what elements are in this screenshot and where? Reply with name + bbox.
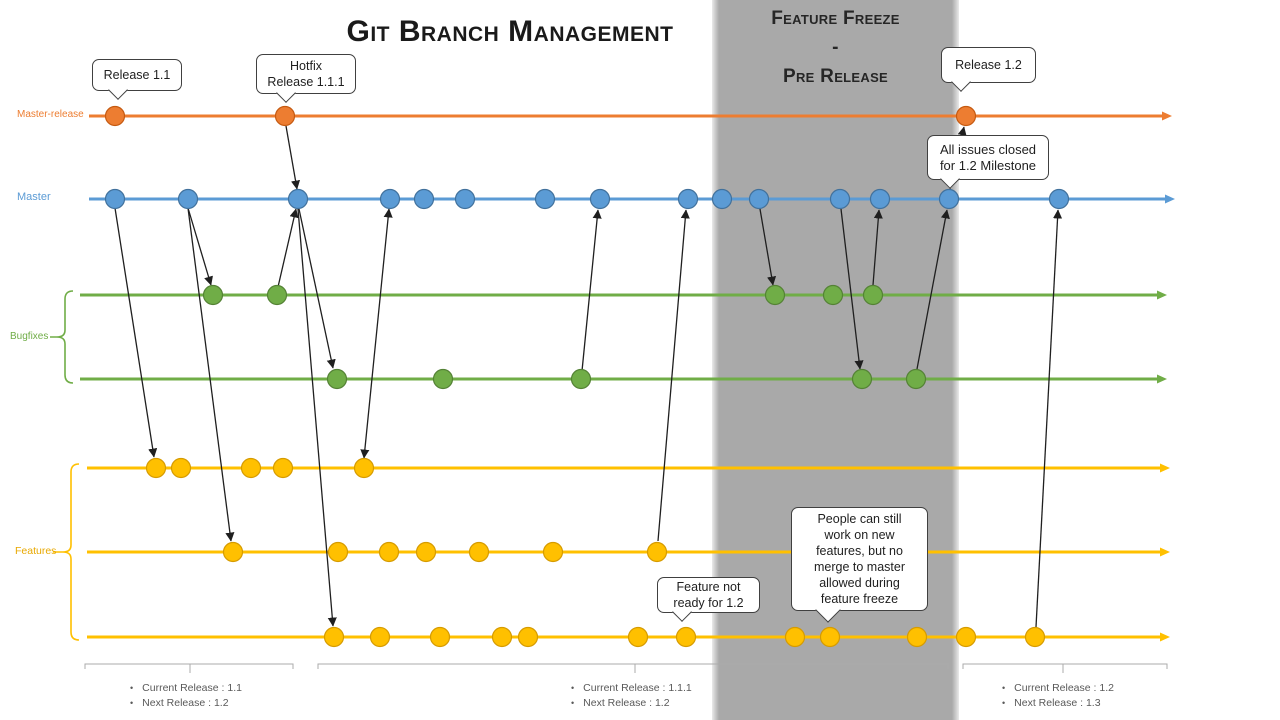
merge-arrow-12 (840, 208, 864, 370)
branch-line-layer (80, 111, 1175, 642)
commit-dot-master (534, 188, 556, 210)
commit-dot-master (287, 188, 309, 210)
commit-dot-master (1048, 188, 1070, 210)
commit-dot-feature-1 (272, 457, 294, 479)
commit-dot-bugfix-2 (570, 368, 592, 390)
branch-arrowhead-feature-2 (1160, 547, 1170, 557)
commit-dot-feature-1 (240, 457, 262, 479)
merge-arrow-layer (114, 125, 1063, 628)
commit-dot-master (454, 188, 476, 210)
commit-dot-feature-3 (1024, 626, 1046, 648)
commit-dot-layer (104, 105, 1070, 648)
commit-dot-master-release (274, 105, 296, 127)
merge-arrow-14 (916, 209, 950, 370)
merge-arrow-13 (872, 209, 883, 286)
commit-dot-feature-3 (429, 626, 451, 648)
merge-arrow-10 (657, 209, 690, 542)
commit-dot-feature-2 (646, 541, 668, 563)
commit-dot-bugfix-2 (326, 368, 348, 390)
merge-arrow-1 (114, 207, 158, 458)
commit-dot-bugfix-1 (862, 284, 884, 306)
branch-arrowhead-feature-1 (1160, 463, 1170, 473)
merge-arrow-7 (297, 208, 337, 627)
commit-dot-feature-3 (819, 626, 841, 648)
commit-dot-feature-3 (627, 626, 649, 648)
period-bracket-period-2 (317, 663, 949, 673)
commit-dot-bugfix-1 (822, 284, 844, 306)
freeze-heading-line3: Pre Release (782, 66, 889, 87)
commit-dot-feature-3 (955, 626, 977, 648)
branch-arrowhead-bugfix-1 (1157, 290, 1167, 300)
commit-dot-master (829, 188, 851, 210)
merge-arrow-2 (187, 207, 213, 286)
merge-arrow-3 (187, 207, 235, 542)
branch-arrowhead-master (1165, 194, 1175, 204)
merge-arrow-8 (360, 208, 393, 459)
commit-dot-feature-2 (378, 541, 400, 563)
group-brace-bugfixes (50, 290, 74, 384)
branch-arrowhead-master-release (1162, 111, 1172, 121)
bracket-layer (50, 290, 1168, 673)
commit-dot-bugfix-2 (432, 368, 454, 390)
commit-dot-feature-1 (353, 457, 375, 479)
commit-dot-feature-1 (170, 457, 192, 479)
commit-dot-bugfix-1 (266, 284, 288, 306)
commit-dot-feature-2 (222, 541, 244, 563)
commit-dot-feature-3 (906, 626, 928, 648)
commit-dot-feature-3 (491, 626, 513, 648)
commit-dot-feature-2 (415, 541, 437, 563)
commit-dot-master (413, 188, 435, 210)
freeze-zone-heading: Feature Freeze - Pre Release (712, 4, 959, 91)
commit-dot-feature-3 (784, 626, 806, 648)
commit-dot-master (938, 188, 960, 210)
merge-arrow-16 (1035, 209, 1063, 628)
group-brace-features (53, 463, 80, 641)
period-bracket-period-3 (962, 663, 1168, 673)
branch-arrowhead-bugfix-2 (1157, 374, 1167, 384)
commit-dot-bugfix-2 (905, 368, 927, 390)
commit-dot-master (711, 188, 733, 210)
freeze-heading-line2: - (832, 37, 839, 58)
commit-dot-master (869, 188, 891, 210)
commit-dot-bugfix-1 (764, 284, 786, 306)
commit-dot-master-release (955, 105, 977, 127)
branch-arrowhead-feature-3 (1160, 632, 1170, 642)
commit-dot-feature-3 (675, 626, 697, 648)
commit-dot-feature-1 (145, 457, 167, 479)
commit-dot-master (177, 188, 199, 210)
commit-dot-master (379, 188, 401, 210)
merge-arrow-9 (581, 209, 602, 372)
commit-dot-bugfix-2 (851, 368, 873, 390)
merge-arrow-4 (277, 208, 299, 288)
commit-dot-bugfix-1 (202, 284, 224, 306)
freeze-heading-line1: Feature Freeze (771, 8, 900, 29)
commit-dot-master (589, 188, 611, 210)
merge-arrow-15 (949, 126, 967, 190)
commit-dot-master (104, 188, 126, 210)
commit-dot-master-release (104, 105, 126, 127)
commit-dot-master (748, 188, 770, 210)
commit-dot-feature-3 (369, 626, 391, 648)
commit-dot-feature-3 (323, 626, 345, 648)
commit-dot-feature-2 (327, 541, 349, 563)
merge-arrow-5 (285, 125, 301, 190)
merge-arrow-11 (759, 208, 777, 286)
commit-dot-feature-2 (542, 541, 564, 563)
commit-dot-feature-2 (468, 541, 490, 563)
merge-arrow-6 (298, 208, 336, 369)
period-bracket-period-1 (84, 663, 294, 673)
commit-dot-master (677, 188, 699, 210)
commit-dot-feature-3 (517, 626, 539, 648)
